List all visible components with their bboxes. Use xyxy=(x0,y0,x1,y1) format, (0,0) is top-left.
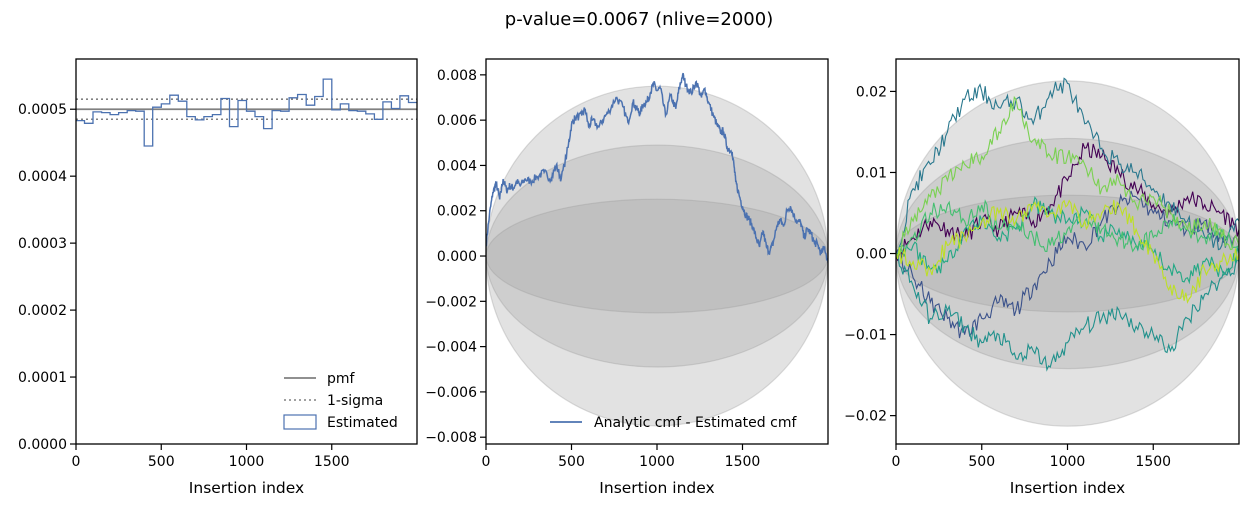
plot-area xyxy=(896,77,1239,427)
x-tick-label: 500 xyxy=(558,454,585,470)
y-tick-label: 0.02 xyxy=(856,84,887,100)
y-tick-label: 0.002 xyxy=(437,204,477,220)
y-tick-label: 0.006 xyxy=(437,113,477,129)
sigma-band-ellipse xyxy=(486,85,828,427)
run-line-6 xyxy=(896,199,1239,257)
legend-estimated-label: Estimated xyxy=(327,415,398,431)
x-tick-label: 1000 xyxy=(1050,454,1086,470)
y-tick-label: −0.004 xyxy=(425,340,477,356)
y-tick-label: 0.01 xyxy=(856,165,887,181)
legend-estimated-swatch xyxy=(283,414,317,430)
run-line-4 xyxy=(896,252,1239,372)
legend-sigma-label: 1-sigma xyxy=(327,393,383,409)
legend: Analytic cmf - Estimated cmf xyxy=(550,415,797,431)
x-tick-label: 1000 xyxy=(229,454,265,470)
legend: pmf 1-sigma Estimated xyxy=(283,371,398,431)
y-tick-label: 0.0002 xyxy=(18,303,67,319)
sigma-band-ellipse xyxy=(896,137,1239,370)
sigma-band-ellipse xyxy=(486,198,828,314)
estimated-histogram xyxy=(76,78,417,147)
y-tick-label: 0.0001 xyxy=(18,370,67,386)
x-axis-label: Insertion index xyxy=(1010,479,1125,497)
axes-frame xyxy=(75,58,418,445)
x-tick-label: 1000 xyxy=(639,454,675,470)
x-tick-label: 0 xyxy=(892,454,901,470)
y-tick-label: −0.01 xyxy=(844,328,887,344)
y-tick-label: 0.0000 xyxy=(18,437,67,453)
plot-area xyxy=(76,78,417,147)
legend-pmf-label: pmf xyxy=(327,371,356,387)
x-tick-label: 500 xyxy=(968,454,995,470)
run-line-1 xyxy=(896,142,1239,261)
x-tick-label: 0 xyxy=(482,454,491,470)
x-tick-label: 1500 xyxy=(1135,454,1171,470)
x-tick-label: 0 xyxy=(72,454,81,470)
x-tick-label: 1500 xyxy=(314,454,350,470)
y-tick-label: 0.008 xyxy=(437,68,477,84)
y-tick-label: −0.008 xyxy=(425,430,477,446)
sigma-band-ellipse xyxy=(896,80,1239,427)
run-line-3 xyxy=(896,77,1239,255)
cmf-difference-panel: 0 500 1000 1500 0.008 0.006 0.004 0.002 0.000 −0.… xyxy=(425,58,829,497)
y-tick-label: −0.02 xyxy=(844,409,887,425)
run-line-7 xyxy=(896,95,1239,256)
y-tick-label: 0.004 xyxy=(437,158,477,174)
x-axis-label: Insertion index xyxy=(599,479,714,497)
figure-suptitle: p-value=0.0067 (nlive=2000) xyxy=(505,9,773,30)
cmf-difference-line xyxy=(486,72,828,263)
legend-cmf-label: Analytic cmf - Estimated cmf xyxy=(594,415,797,431)
y-tick-label: 0.000 xyxy=(437,249,477,265)
run-line-5 xyxy=(896,196,1239,285)
sigma-band-ellipse xyxy=(486,144,828,368)
x-tick-label: 500 xyxy=(148,454,175,470)
y-tick-label: −0.006 xyxy=(425,385,477,401)
y-tick-label: 0.0004 xyxy=(18,169,67,185)
run-line-8 xyxy=(896,199,1239,304)
pmf-panel: 0 500 1000 1500 0.0000 0.0001 0.0002 0.0003 0.00… xyxy=(18,58,418,497)
x-tick-label: 1500 xyxy=(725,454,761,470)
multi-run-panel: 0 500 1000 1500 0.02 0.01 0.00 −0.01 −0.02 Insert… xyxy=(844,58,1240,497)
sigma-band-ellipse xyxy=(896,194,1239,313)
x-axis-label: Insertion index xyxy=(189,479,304,497)
y-tick-label: −0.002 xyxy=(425,294,477,310)
y-tick-label: 0.0003 xyxy=(18,236,67,252)
plot-area xyxy=(486,72,828,427)
y-tick-label: 0.00 xyxy=(856,247,887,263)
y-tick-label: 0.0005 xyxy=(18,102,67,118)
